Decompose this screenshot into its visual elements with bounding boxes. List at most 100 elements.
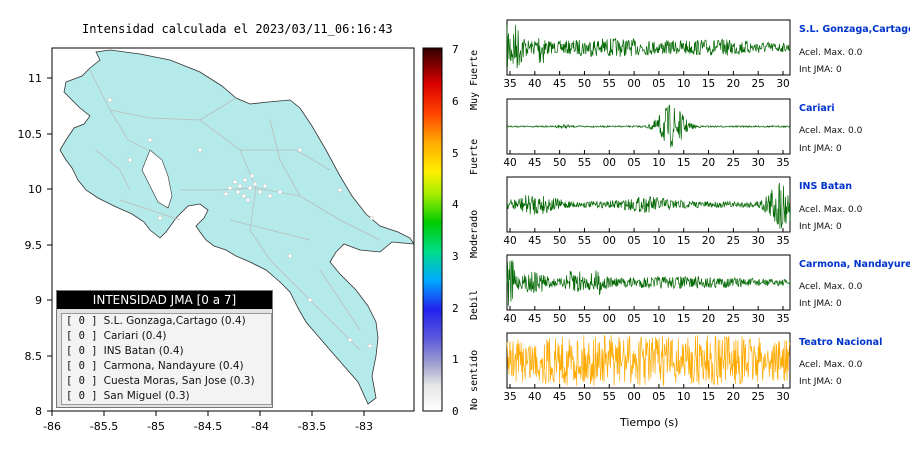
colorbar-tick: 6 xyxy=(452,95,459,108)
map-x-tick: -86 xyxy=(43,420,61,433)
station-int: Int JMA: 0 xyxy=(799,144,842,154)
station-name: S.L. Gonzaga,Cartago xyxy=(799,24,910,35)
waveform-tick-label: 55 xyxy=(578,313,591,325)
legend-label: San Miguel (0.3) xyxy=(103,390,190,402)
legend-label: Carmona, Nandayure (0.4) xyxy=(103,360,244,372)
waveform-tick-label: 40 xyxy=(528,78,541,90)
waveform-tick-label: 10 xyxy=(652,235,665,247)
waveform-tick-label: 35 xyxy=(776,235,789,247)
waveform-tick-label: 35 xyxy=(503,78,516,90)
waveform-tick-label: 30 xyxy=(751,157,764,169)
waveform-tick-label: 45 xyxy=(553,391,566,403)
station-accel: Acel. Max. 0.0 xyxy=(799,360,863,370)
station-name: Cariari xyxy=(799,103,835,114)
waveform-tick-label: 40 xyxy=(503,235,516,247)
waveform-tick-label: 45 xyxy=(528,313,541,325)
waveform-tick-label: 50 xyxy=(578,391,591,403)
waveform-tick-label: 55 xyxy=(578,157,591,169)
legend-value: [ 0 ] xyxy=(66,375,98,387)
station-int: Int JMA: 0 xyxy=(799,222,842,232)
waveform-tick-label: 50 xyxy=(578,78,591,90)
legend-row: [ 0 ] Carmona, Nandayure (0.4) xyxy=(62,359,271,374)
map-y-tick: 10.5 xyxy=(18,128,43,141)
waveform-tick-label: 15 xyxy=(677,313,690,325)
waveform-tick-label: 15 xyxy=(677,157,690,169)
waveform-tick-label: 00 xyxy=(603,235,616,247)
colorbar-tick: 2 xyxy=(452,302,459,315)
waveform-tick-label: 05 xyxy=(652,78,665,90)
station-int: Int JMA: 0 xyxy=(799,65,842,75)
map-y-tick: 8 xyxy=(35,405,42,418)
legend-label: Cariari (0.4) xyxy=(103,330,167,342)
waveform-tick-label: 00 xyxy=(627,78,640,90)
waveform-tick-label: 15 xyxy=(702,391,715,403)
waveform-tick-label: 00 xyxy=(627,391,640,403)
waveform-tick-label: 25 xyxy=(751,391,764,403)
legend-label: Cuesta Moras, San Jose (0.3) xyxy=(103,375,255,387)
waveform-tick-label: 05 xyxy=(627,313,640,325)
station-int: Int JMA: 0 xyxy=(799,377,842,387)
waveform-tick-label: 55 xyxy=(603,78,616,90)
colorbar-tick: 5 xyxy=(452,147,459,160)
waveform-tick-label: 35 xyxy=(776,313,789,325)
station-accel: Acel. Max. 0.0 xyxy=(799,282,863,292)
waveform-tick-label: 10 xyxy=(652,157,665,169)
legend-row: [ 0 ] S.L. Gonzaga,Cartago (0.4) xyxy=(62,314,271,329)
waveform-tick-label: 15 xyxy=(702,78,715,90)
colorbar-tick: 0 xyxy=(452,405,459,418)
waveform-tick-label: 55 xyxy=(578,235,591,247)
waveform-tick-label: 40 xyxy=(503,313,516,325)
legend-label: S.L. Gonzaga,Cartago (0.4) xyxy=(103,315,246,327)
colorbar-tick: 3 xyxy=(452,250,459,263)
station-dots xyxy=(107,97,375,349)
legend-row: [ 0 ] Cariari (0.4) xyxy=(62,329,271,344)
legend-header: INTENSIDAD JMA [0 a 7] xyxy=(57,291,272,309)
legend-label: INS Batan (0.4) xyxy=(103,345,184,357)
map-title: Intensidad calculada el 2023/03/11_06:16… xyxy=(82,22,393,36)
waveform-tick-label: 45 xyxy=(528,157,541,169)
map-x-tick: -85 xyxy=(147,420,165,433)
colorbar-label: Muy Fuerte xyxy=(469,50,480,110)
station-name: Carmona, Nandayure xyxy=(799,259,910,270)
road-network xyxy=(89,69,381,351)
legend-value: [ 0 ] xyxy=(66,330,98,342)
waveform-tick-label: 40 xyxy=(528,391,541,403)
colorbar-label: Fuerte xyxy=(469,139,480,175)
waveform-tick-label: 30 xyxy=(776,78,789,90)
waveform-tick-label: 20 xyxy=(702,157,715,169)
waveform-tick-label: 25 xyxy=(727,313,740,325)
waveform-tick-label: 45 xyxy=(553,78,566,90)
colorbar-label: Moderado xyxy=(469,210,480,258)
waveform-trace xyxy=(506,182,791,229)
colorbar-tick: 7 xyxy=(452,43,459,56)
waveform-tick-label: 00 xyxy=(603,313,616,325)
waveform-trace xyxy=(506,24,791,69)
waveform-tick-label: 20 xyxy=(702,235,715,247)
waveform-tick-label: 55 xyxy=(603,391,616,403)
colorbar-label: No sentido xyxy=(469,350,480,410)
colorbar-tick: 4 xyxy=(452,198,459,211)
legend-row: [ 0 ] San Miguel (0.3) xyxy=(62,389,271,404)
map-y-tick: 9 xyxy=(35,294,42,307)
legend-row: [ 0 ] Cuesta Moras, San Jose (0.3) xyxy=(62,374,271,389)
waveform-tick-label: 25 xyxy=(751,78,764,90)
legend-list: [ 0 ] S.L. Gonzaga,Cartago (0.4) [ 0 ] Car… xyxy=(61,313,272,405)
intensity-colorbar: 0 1 2 3 4 5 6 7 No sentido Debil Moderad… xyxy=(422,43,480,418)
legend-value: [ 0 ] xyxy=(66,390,98,402)
waveform-tick-label: 10 xyxy=(652,313,665,325)
map-x-tick: -83.5 xyxy=(298,420,326,433)
waveform-tick-label: 20 xyxy=(727,78,740,90)
colorbar-tick: 1 xyxy=(452,353,459,366)
legend-row: [ 0 ] INS Batan (0.4) xyxy=(62,344,271,359)
time-axis-label: Tiempo (s) xyxy=(620,416,679,429)
waveform-tick-label: 25 xyxy=(727,235,740,247)
legend-value: [ 0 ] xyxy=(66,345,98,357)
waveform-trace xyxy=(506,334,791,387)
colorbar-label: Debil xyxy=(469,290,480,320)
map-y-tick: 11 xyxy=(28,72,42,85)
waveform-trace xyxy=(506,260,791,306)
map-y-tick: 10 xyxy=(28,183,42,196)
waveform-tick-label: 30 xyxy=(776,391,789,403)
waveform-tick-label: 40 xyxy=(503,157,516,169)
